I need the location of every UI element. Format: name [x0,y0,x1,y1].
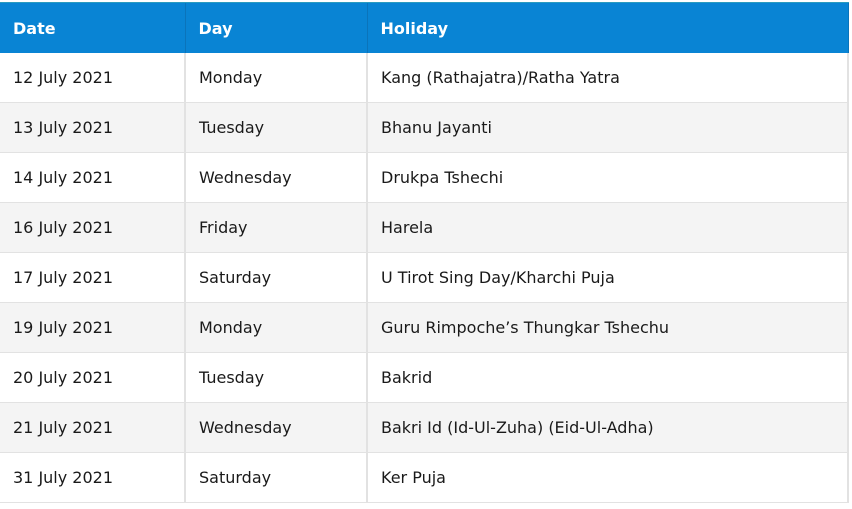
table-row: 14 July 2021 Wednesday Drukpa Tshechi [0,152,849,203]
day-cell: Monday [185,53,368,103]
day-cell: Wednesday [185,152,368,203]
date-cell: 17 July 2021 [0,252,186,303]
date-cell: 13 July 2021 [0,102,186,153]
table-row: 17 July 2021 Saturday U Tirot Sing Day/Kha… [0,252,849,303]
table-row: 31 July 2021 Saturday Ker Puja [0,452,849,503]
day-cell: Tuesday [185,102,368,153]
holiday-cell: U Tirot Sing Day/Kharchi Puja [367,252,849,303]
day-cell: Saturday [185,252,368,303]
date-cell: 21 July 2021 [0,402,186,453]
day-cell: Tuesday [185,352,368,403]
holiday-cell: Bhanu Jayanti [367,102,849,153]
date-cell: 16 July 2021 [0,202,186,253]
holiday-cell: Bakri Id (Id-Ul-Zuha) (Eid-Ul-Adha) [367,402,849,453]
day-cell: Monday [185,302,368,353]
table-row: 21 July 2021 Wednesday Bakri Id (Id-Ul-Zuh… [0,402,849,453]
table-row: 16 July 2021 Friday Harela [0,202,849,253]
date-cell: 19 July 2021 [0,302,186,353]
holiday-table: Date Day Holiday 12 July 2021 Monday Kang … [0,3,849,503]
table-row: 13 July 2021 Tuesday Bhanu Jayanti [0,102,849,153]
header-holiday: Holiday [367,3,849,53]
holiday-cell: Kang (Rathajatra)/Ratha Yatra [367,53,849,103]
table-row: 20 July 2021 Tuesday Bakrid [0,352,849,403]
day-cell: Wednesday [185,402,368,453]
header-date: Date [0,3,186,53]
date-cell: 31 July 2021 [0,452,186,503]
holiday-cell: Harela [367,202,849,253]
holiday-cell: Ker Puja [367,452,849,503]
table-row: 12 July 2021 Monday Kang (Rathajatra)/Rath… [0,53,849,103]
holiday-cell: Drukpa Tshechi [367,152,849,203]
date-cell: 12 July 2021 [0,53,186,103]
header-row: Date Day Holiday [0,3,849,53]
day-cell: Friday [185,202,368,253]
holiday-cell: Bakrid [367,352,849,403]
holiday-cell: Guru Rimpoche’s Thungkar Tshechu [367,302,849,353]
date-cell: 20 July 2021 [0,352,186,403]
header-day: Day [185,3,368,53]
date-cell: 14 July 2021 [0,152,186,203]
table-row: 19 July 2021 Monday Guru Rimpoche’s Thungk… [0,302,849,353]
day-cell: Saturday [185,452,368,503]
